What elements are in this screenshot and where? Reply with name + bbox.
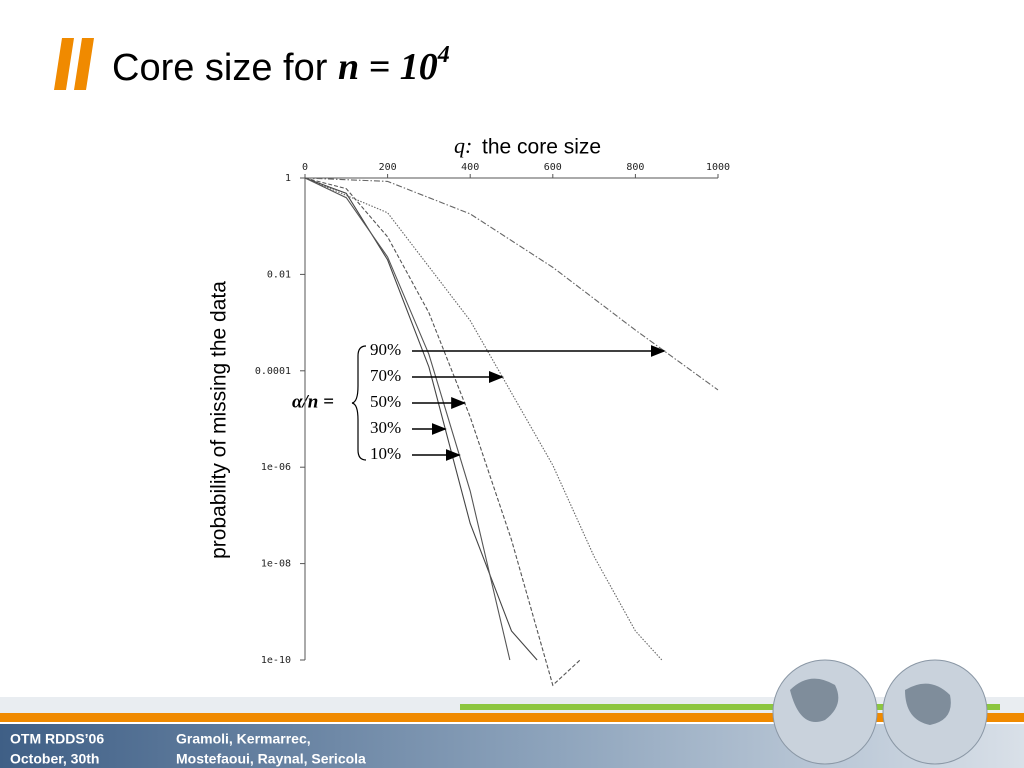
data-line xyxy=(304,177,663,661)
title-text: Core size for xyxy=(112,47,328,89)
x-tick-label: 1000 xyxy=(706,162,730,173)
legend-label: 30% xyxy=(370,418,401,437)
data-line xyxy=(304,177,538,661)
legend-label: 70% xyxy=(370,366,401,385)
data-line xyxy=(304,177,581,687)
title-math: n = 10 xyxy=(338,46,438,88)
x-tick-label: 0 xyxy=(302,162,308,173)
footer-text: Gramoli, Kermarrec, xyxy=(176,731,311,747)
title-mark xyxy=(54,38,94,90)
footer-text: OTM RDDS’06 xyxy=(10,731,104,747)
y-tick-label: 1e-06 xyxy=(261,462,291,473)
x-tick-label: 800 xyxy=(626,162,644,173)
legend-prefix: α/n = xyxy=(292,391,334,412)
y-tick-label: 1 xyxy=(285,173,291,184)
x-tick-label: 600 xyxy=(544,162,562,173)
slide-title: Core size for n = 104 xyxy=(112,42,450,90)
legend-label: 10% xyxy=(370,444,401,463)
y-axis-label: probability of missing the data xyxy=(208,281,231,559)
y-tick-label: 1e-08 xyxy=(261,559,291,570)
x-axis-symbol: q: xyxy=(454,133,472,158)
data-line xyxy=(304,177,511,661)
x-tick-label: 400 xyxy=(461,162,479,173)
y-tick-label: 1e-10 xyxy=(261,655,291,666)
title-exponent: 4 xyxy=(437,42,450,68)
y-tick-label: 0.01 xyxy=(267,269,291,280)
x-tick-label: 200 xyxy=(379,162,397,173)
footer-text: October, 30th xyxy=(10,751,99,767)
legend-label: 90% xyxy=(370,340,401,359)
y-tick-label: 0.0001 xyxy=(255,366,291,377)
x-axis-label: the core size xyxy=(482,136,601,159)
legend-label: 50% xyxy=(370,392,401,411)
legend-brace xyxy=(351,345,367,461)
footer-text: Mostefaoui, Raynal, Sericola xyxy=(176,751,366,767)
data-line xyxy=(304,177,719,391)
footer: OTM RDDS’06 October, 30th Gramoli, Kerma… xyxy=(0,659,1024,768)
